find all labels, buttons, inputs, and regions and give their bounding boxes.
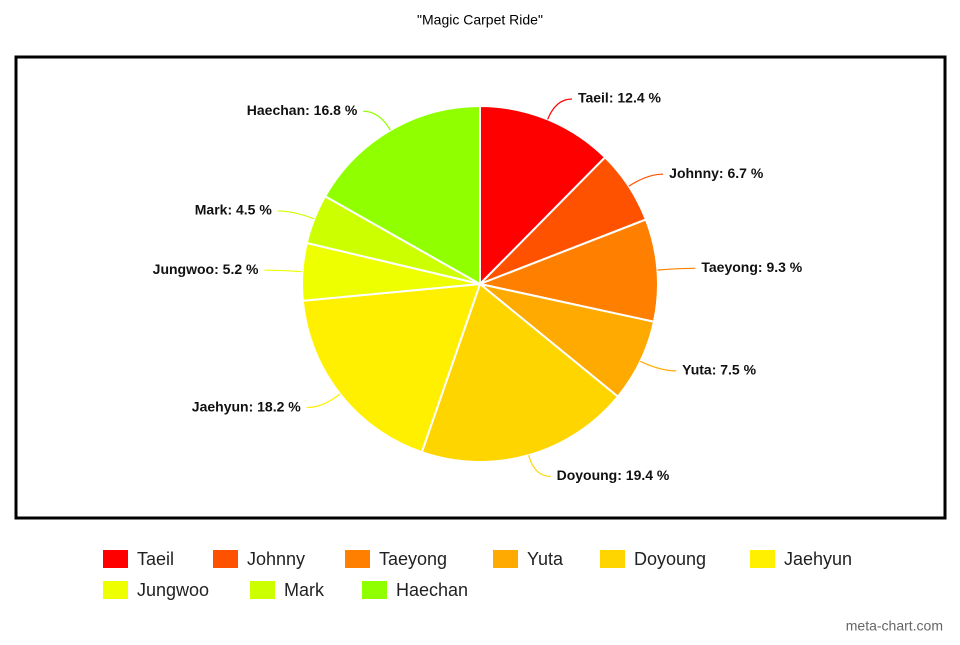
legend-swatch <box>345 550 370 568</box>
leader-line <box>277 210 315 220</box>
legend-swatch <box>213 550 238 568</box>
pie-slice <box>301 282 482 454</box>
chart-title: "Magic Carpet Ride" <box>417 12 543 28</box>
pie-slice <box>479 104 607 287</box>
legend-label: Taeil <box>137 549 174 569</box>
leader-line <box>640 360 677 372</box>
data-label: Doyoung: 19.4 % <box>557 467 670 483</box>
legend-label: Doyoung <box>634 549 706 569</box>
legend-label: Yuta <box>527 549 564 569</box>
data-label: Taeyong: 9.3 % <box>701 259 802 275</box>
data-label: Mark: 4.5 % <box>195 202 273 218</box>
legend-swatch <box>250 581 275 599</box>
pie-slice <box>323 104 481 286</box>
leader-line <box>528 455 551 478</box>
leader-line <box>306 393 341 409</box>
leader-line <box>363 110 391 131</box>
legend-label: Haechan <box>396 580 468 600</box>
legend-label: Taeyong <box>379 549 447 569</box>
legend-swatch <box>493 550 518 568</box>
legend-label: Johnny <box>247 549 305 569</box>
leader-line <box>264 269 303 273</box>
data-label: Haechan: 16.8 % <box>247 102 358 118</box>
leader-line <box>628 173 664 187</box>
legend-swatch <box>103 581 128 599</box>
legend-swatch <box>750 550 775 568</box>
data-label: Taeil: 12.4 % <box>578 90 662 106</box>
legend-label: Jungwoo <box>137 580 209 600</box>
legend-swatch <box>600 550 625 568</box>
watermark: meta-chart.com <box>846 618 943 634</box>
data-label: Jungwoo: 5.2 % <box>153 261 259 277</box>
leader-line <box>657 267 696 271</box>
data-label: Jaehyun: 18.2 % <box>192 398 301 414</box>
legend-swatch <box>103 550 128 568</box>
data-label: Yuta: 7.5 % <box>682 362 756 378</box>
legend-label: Mark <box>284 580 325 600</box>
legend-swatch <box>362 581 387 599</box>
data-label: Johnny: 6.7 % <box>669 165 764 181</box>
legend-label: Jaehyun <box>784 549 852 569</box>
leader-line <box>547 98 572 120</box>
